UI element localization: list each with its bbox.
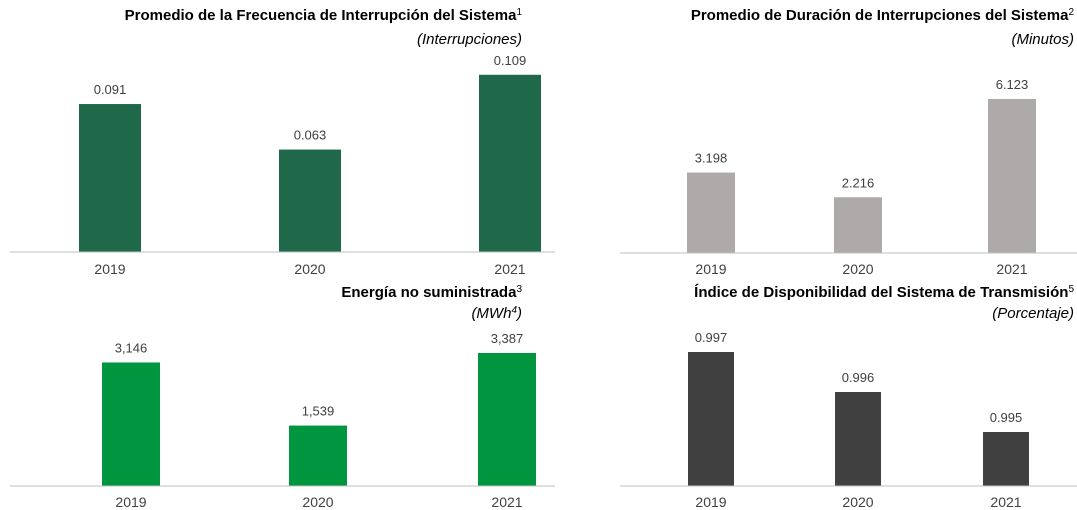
bar [834, 197, 882, 253]
value-label: 0.996 [842, 370, 875, 385]
title-superscript: 3 [516, 284, 522, 295]
title-superscript: 1 [516, 7, 522, 18]
x-tick-label: 2019 [695, 261, 726, 277]
chart-title: Energía no suministrada3 [341, 284, 522, 301]
value-label: 0.997 [695, 330, 728, 345]
bar [79, 104, 141, 252]
title-superscript: 5 [1068, 284, 1074, 295]
value-label: 3.198 [695, 151, 728, 166]
title-superscript: 2 [1068, 7, 1074, 18]
x-tick-label: 2019 [115, 494, 146, 510]
bar [479, 74, 541, 253]
subtitle-text: (MWh [471, 305, 511, 322]
value-label: 0.091 [94, 82, 127, 97]
value-label: 2.216 [842, 175, 875, 190]
chart: Energía no suministrada3 (MWh4) 3,146 2019 1… [10, 284, 555, 510]
title-text: Promedio de la Frecuencia de Interrupció… [125, 7, 517, 24]
value-label: 1,539 [302, 404, 335, 419]
x-tick-label: 2021 [990, 494, 1021, 510]
x-tick-label: 2021 [491, 494, 522, 510]
chart-title: Índice de Disponibilidad del Sistema de … [694, 284, 1074, 301]
bar [688, 352, 734, 486]
x-tick-label: 2020 [294, 261, 325, 277]
value-label: 3,387 [491, 331, 524, 346]
subtitle-end: ) [515, 305, 522, 322]
value-label: 6.123 [996, 77, 1029, 92]
x-tick-label: 2020 [302, 494, 333, 510]
x-tick-label: 2021 [494, 261, 525, 277]
bar [835, 392, 881, 486]
bar [478, 352, 536, 486]
x-tick-label: 2021 [996, 261, 1027, 277]
bar [687, 172, 735, 253]
title-text: Energía no suministrada [341, 284, 517, 301]
bar [289, 425, 347, 486]
value-label: 0.063 [294, 128, 327, 143]
chart-title: Promedio de la Frecuencia de Interrupció… [125, 7, 523, 24]
value-label: 0.995 [990, 410, 1023, 425]
chart-subtitle: (Minutos) [1011, 31, 1074, 48]
x-tick-label: 2019 [695, 494, 726, 510]
chart-title: Promedio de Duración de Interrupciones d… [691, 7, 1075, 24]
bar [988, 98, 1036, 253]
value-label: 0.109 [494, 53, 527, 68]
chart-subtitle: (Porcentaje) [992, 305, 1074, 322]
chart-subtitle: (MWh4) [471, 305, 522, 322]
subtitle-text: (Minutos) [1011, 31, 1074, 48]
chart: Promedio de la Frecuencia de Interrupció… [10, 7, 555, 277]
bar [279, 149, 341, 252]
title-text: Promedio de Duración de Interrupciones d… [691, 7, 1069, 24]
chart-subtitle: (Interrupciones) [417, 31, 522, 48]
bar [983, 432, 1029, 486]
title-text: Índice de Disponibilidad del Sistema de … [694, 284, 1068, 301]
chart: Promedio de Duración de Interrupciones d… [620, 7, 1077, 277]
x-tick-label: 2020 [842, 261, 873, 277]
x-tick-label: 2020 [842, 494, 873, 510]
value-label: 3,146 [115, 340, 148, 355]
chart: Índice de Disponibilidad del Sistema de … [620, 284, 1077, 510]
bar [102, 362, 160, 486]
subtitle-superscript: 4 [511, 305, 517, 316]
subtitle-text: (Interrupciones) [417, 31, 522, 48]
x-tick-label: 2019 [94, 261, 125, 277]
subtitle-text: (Porcentaje) [992, 305, 1074, 322]
